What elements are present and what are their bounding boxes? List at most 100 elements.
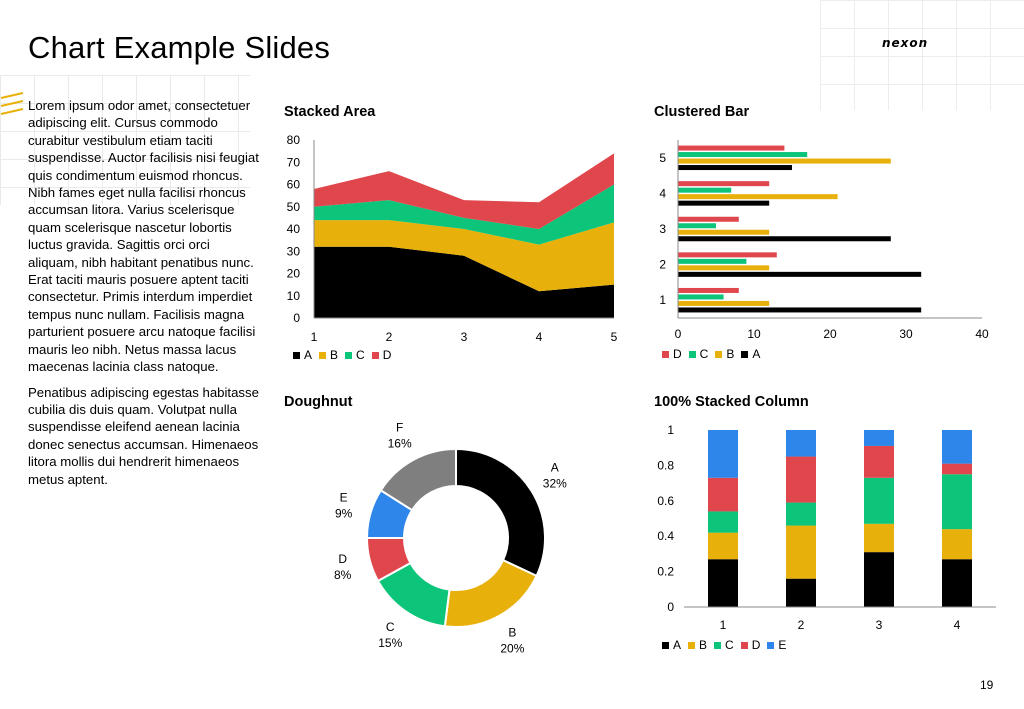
area-legend-item-d: D [371,348,392,362]
doughnut-label-value-c: 15% [378,636,402,650]
bar-legend-item-d: D [662,347,682,361]
page-number: 19 [980,678,994,692]
area-x-tick-4: 4 [536,330,543,344]
doughnut-slice-a [455,447,546,578]
area-x-tick-5: 5 [611,330,618,344]
area-y-tick-30: 30 [287,244,301,258]
column-2-a [786,578,816,607]
area-legend-label-a: A [304,348,313,362]
bar-5-b [678,158,891,164]
column-legend-swatch-d [740,641,748,649]
stacked-area-chart: 0 10 20 30 40 50 60 70 80 1 2 3 4 5 [287,133,618,344]
doughnut-label-name-e: E [340,490,348,504]
column-4-a [942,559,972,607]
bar-x-tick-20: 20 [823,327,837,341]
area-legend-label-b: B [330,348,339,362]
area-legend-swatch-b [319,351,327,359]
doughnut-label-name-c: C [386,620,395,634]
column-y-tick-4: 0.8 [657,458,674,472]
column-legend-swatch-b [688,641,696,649]
bar-legend-label-b: B [726,347,735,361]
brand-mark-icon [0,92,24,115]
doughnut-label-name-d: D [338,552,347,566]
column-legend-label-b: B [699,638,708,652]
column-category-label-2: 2 [798,618,805,632]
column-legend-item-c: C [714,638,734,652]
column-2-b [786,525,816,579]
area-x-tick-3: 3 [461,330,468,344]
area-y-tick-50: 50 [287,200,301,214]
bar-2-c [678,258,747,264]
column-y-tick-3: 0.6 [657,494,674,508]
area-y-tick-60: 60 [287,178,301,192]
column-legend-swatch-e [767,641,775,649]
bar-5-a [678,165,792,171]
bar-3-a [678,236,891,242]
column-y-tick-1: 0.2 [657,565,674,579]
bar-x-tick-30: 30 [899,327,913,341]
doughnut-label-name-a: A [551,460,559,474]
column-3-c [864,477,894,524]
doughnut-label-name-f: F [396,420,403,434]
column-legend-item-b: B [688,638,707,652]
bar-5-d [678,145,785,151]
doughnut-label-value-e: 9% [335,506,353,520]
body-paragraph-2: Penatibus adipiscing egestas habitasse c… [28,384,259,487]
bar-4-b [678,194,838,200]
area-legend-item-a: A [293,348,312,362]
area-y-tick-70: 70 [287,155,301,169]
column-4-c [942,474,972,530]
column-4-b [942,529,972,560]
column-legend-label-c: C [725,638,734,652]
column-legend-label-d: D [751,638,761,652]
column-legend-item-a: A [662,638,681,652]
bar-4-a [678,200,770,206]
bar-4-c [678,187,732,193]
nexon-logo: nexon [882,36,928,50]
svg-text:nexon: nexon [882,36,928,50]
area-x-tick-1: 1 [311,330,318,344]
column-4-e [942,430,972,464]
column-1-d [708,477,738,512]
column-2-e [786,430,816,457]
area-legend-label-c: C [356,348,365,362]
bar-legend-label-d: D [673,347,682,361]
bar-x-tick-40: 40 [975,327,989,341]
area-legend-label-d: D [382,348,392,362]
doughnut-label-value-d: 8% [334,568,352,582]
bar-legend-swatch-d [662,350,669,358]
bar-legend-swatch-b [715,350,723,358]
area-legend-swatch-c [345,351,353,359]
decorative-grid-right [820,0,1024,110]
column-1-c [708,511,738,533]
column-3-b [864,523,894,553]
bar-legend-label-a: A [752,347,761,361]
bar-1-c [678,294,724,300]
bar-x-tick-10: 10 [747,327,761,341]
bar-category-label-1: 1 [659,293,666,307]
column-2-c [786,502,816,526]
area-x-tick-2: 2 [386,330,393,344]
bar-category-label-5: 5 [659,151,666,165]
column-3-a [864,552,894,607]
doughnut-label-value-a: 32% [543,476,567,490]
column-4-d [942,463,972,475]
area-legend-swatch-a [293,351,300,359]
bar-legend-label-c: C [699,347,709,361]
bar-3-c [678,223,716,229]
column-category-label-3: 3 [876,618,883,632]
bar-legend-item-a: A [741,347,760,361]
doughnut-chart: A 32% B 20% C 15% D 8% E 9% F 16% [334,420,567,655]
area-y-tick-80: 80 [287,133,301,147]
bar-1-d [678,287,739,293]
bar-category-label-4: 4 [659,186,666,200]
bar-legend-item-c: C [688,347,709,361]
body-text: Lorem ipsum odor amet, consectetuer adip… [28,97,260,496]
column-3-d [864,445,894,478]
bar-3-d [678,216,739,222]
clustered-bar-title: Clustered Bar [654,104,750,120]
column-y-tick-0: 0 [667,600,674,614]
stacked-column-legend: A B C D E [662,638,786,652]
stacked-area-legend: A B C D [293,348,391,362]
bar-2-b [678,265,770,271]
